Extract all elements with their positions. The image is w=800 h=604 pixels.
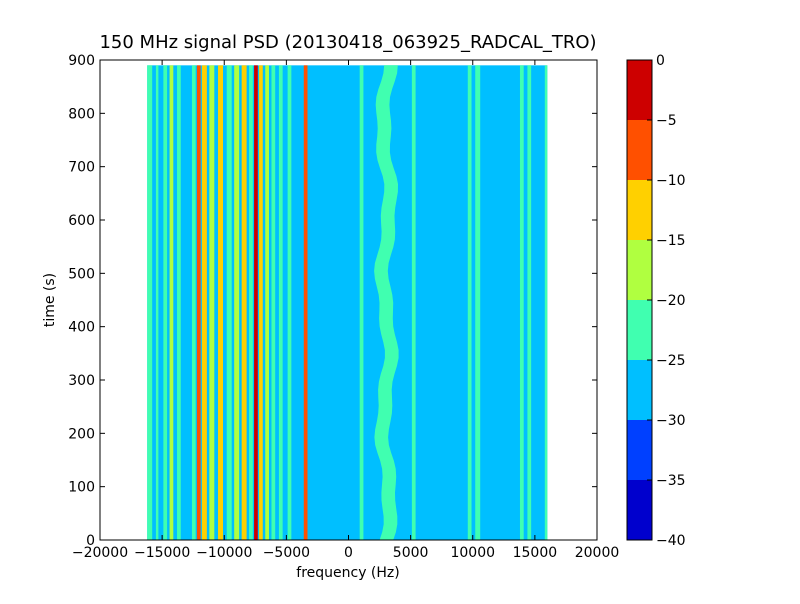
y-tick-label: 200 bbox=[68, 426, 95, 442]
plot-area bbox=[147, 65, 548, 540]
psd-feature-13 bbox=[249, 65, 253, 540]
x-tick-label: 20000 bbox=[575, 545, 620, 561]
psd-feature-24 bbox=[467, 65, 472, 540]
psd-feature-9 bbox=[218, 65, 224, 540]
psd-feature-0 bbox=[147, 65, 153, 540]
y-tick-label: 600 bbox=[68, 213, 95, 229]
x-axis: −20000 −15000 −10000 −5000 0 5000 10000 15000 20… bbox=[72, 60, 619, 561]
psd-feature-20 bbox=[303, 65, 308, 540]
psd-feature-28 bbox=[544, 65, 548, 540]
x-tick-label: 10000 bbox=[450, 545, 495, 561]
colorbar-tick-label: −30 bbox=[656, 413, 686, 429]
x-tick-label: 5000 bbox=[393, 545, 429, 561]
colorbar-segment bbox=[627, 60, 652, 120]
y-axis: 0 100 200 300 400 500 600 700 800 900 bbox=[68, 53, 597, 549]
x-tick-label: 0 bbox=[344, 545, 353, 561]
y-tick-label: 100 bbox=[68, 480, 95, 496]
x-tick-label: −15000 bbox=[134, 545, 190, 561]
colorbar-tick-label: 0 bbox=[656, 53, 665, 69]
psd-background bbox=[147, 65, 548, 540]
psd-feature-11 bbox=[234, 65, 240, 540]
colorbar-tick-label: −5 bbox=[656, 113, 677, 129]
colorbar-segment bbox=[627, 420, 652, 480]
colorbar-segment bbox=[627, 360, 652, 420]
psd-feature-18 bbox=[278, 65, 283, 540]
colorbar-tick-label: −25 bbox=[656, 353, 686, 369]
y-tick-label: 900 bbox=[68, 53, 95, 69]
y-axis-label: time (s) bbox=[42, 273, 58, 327]
psd-feature-21 bbox=[359, 65, 364, 540]
y-tick-label: 500 bbox=[68, 266, 95, 282]
x-axis-label: frequency (Hz) bbox=[296, 565, 399, 581]
colorbar-tick-label: −35 bbox=[656, 473, 686, 489]
psd-feature-2 bbox=[163, 65, 168, 540]
psd-feature-8 bbox=[209, 65, 215, 540]
x-tick-label: 15000 bbox=[513, 545, 558, 561]
psd-feature-4 bbox=[177, 65, 181, 540]
psd-feature-5 bbox=[191, 65, 196, 540]
psd-feature-14 bbox=[254, 65, 258, 540]
x-tick-label: −10000 bbox=[196, 545, 252, 561]
psd-feature-3 bbox=[169, 65, 174, 540]
psd-feature-19 bbox=[287, 65, 292, 540]
psd-feature-6 bbox=[196, 65, 201, 540]
colorbar: 0 −5 −10 −15 −20 −25 −30 −35 −40 bbox=[626, 53, 686, 549]
psd-feature-15 bbox=[259, 65, 263, 540]
y-tick-label: 400 bbox=[68, 320, 95, 336]
y-tick-label: 800 bbox=[68, 106, 95, 122]
psd-feature-26 bbox=[519, 65, 524, 540]
psd-feature-1 bbox=[155, 65, 159, 540]
colorbar-tick-label: −40 bbox=[656, 533, 686, 549]
psd-feature-16 bbox=[265, 65, 269, 540]
colorbar-tick-label: −15 bbox=[656, 233, 686, 249]
colorbar-segment bbox=[627, 480, 652, 540]
psd-feature-23 bbox=[411, 65, 416, 540]
x-tick-label: −20000 bbox=[72, 545, 128, 561]
y-tick-label: 300 bbox=[68, 373, 95, 389]
colorbar-tick-label: −20 bbox=[656, 293, 686, 309]
psd-feature-12 bbox=[241, 65, 247, 540]
psd-feature-7 bbox=[201, 65, 207, 540]
psd-feature-27 bbox=[527, 65, 532, 540]
psd-feature-17 bbox=[271, 65, 276, 540]
colorbar-segment bbox=[627, 120, 652, 180]
x-tick-label: −5000 bbox=[263, 545, 310, 561]
colorbar-segment bbox=[627, 240, 652, 300]
colorbar-segment bbox=[627, 180, 652, 240]
psd-feature-22 bbox=[374, 65, 399, 540]
psd-feature-10 bbox=[226, 65, 232, 540]
colorbar-tick-label: −10 bbox=[656, 173, 686, 189]
y-tick-label: 700 bbox=[68, 160, 95, 176]
colorbar-segment bbox=[627, 300, 652, 360]
psd-feature-25 bbox=[475, 65, 481, 540]
chart-title: 150 MHz signal PSD (20130418_063925_RADC… bbox=[99, 32, 596, 53]
y-tick-label: 0 bbox=[86, 533, 95, 549]
